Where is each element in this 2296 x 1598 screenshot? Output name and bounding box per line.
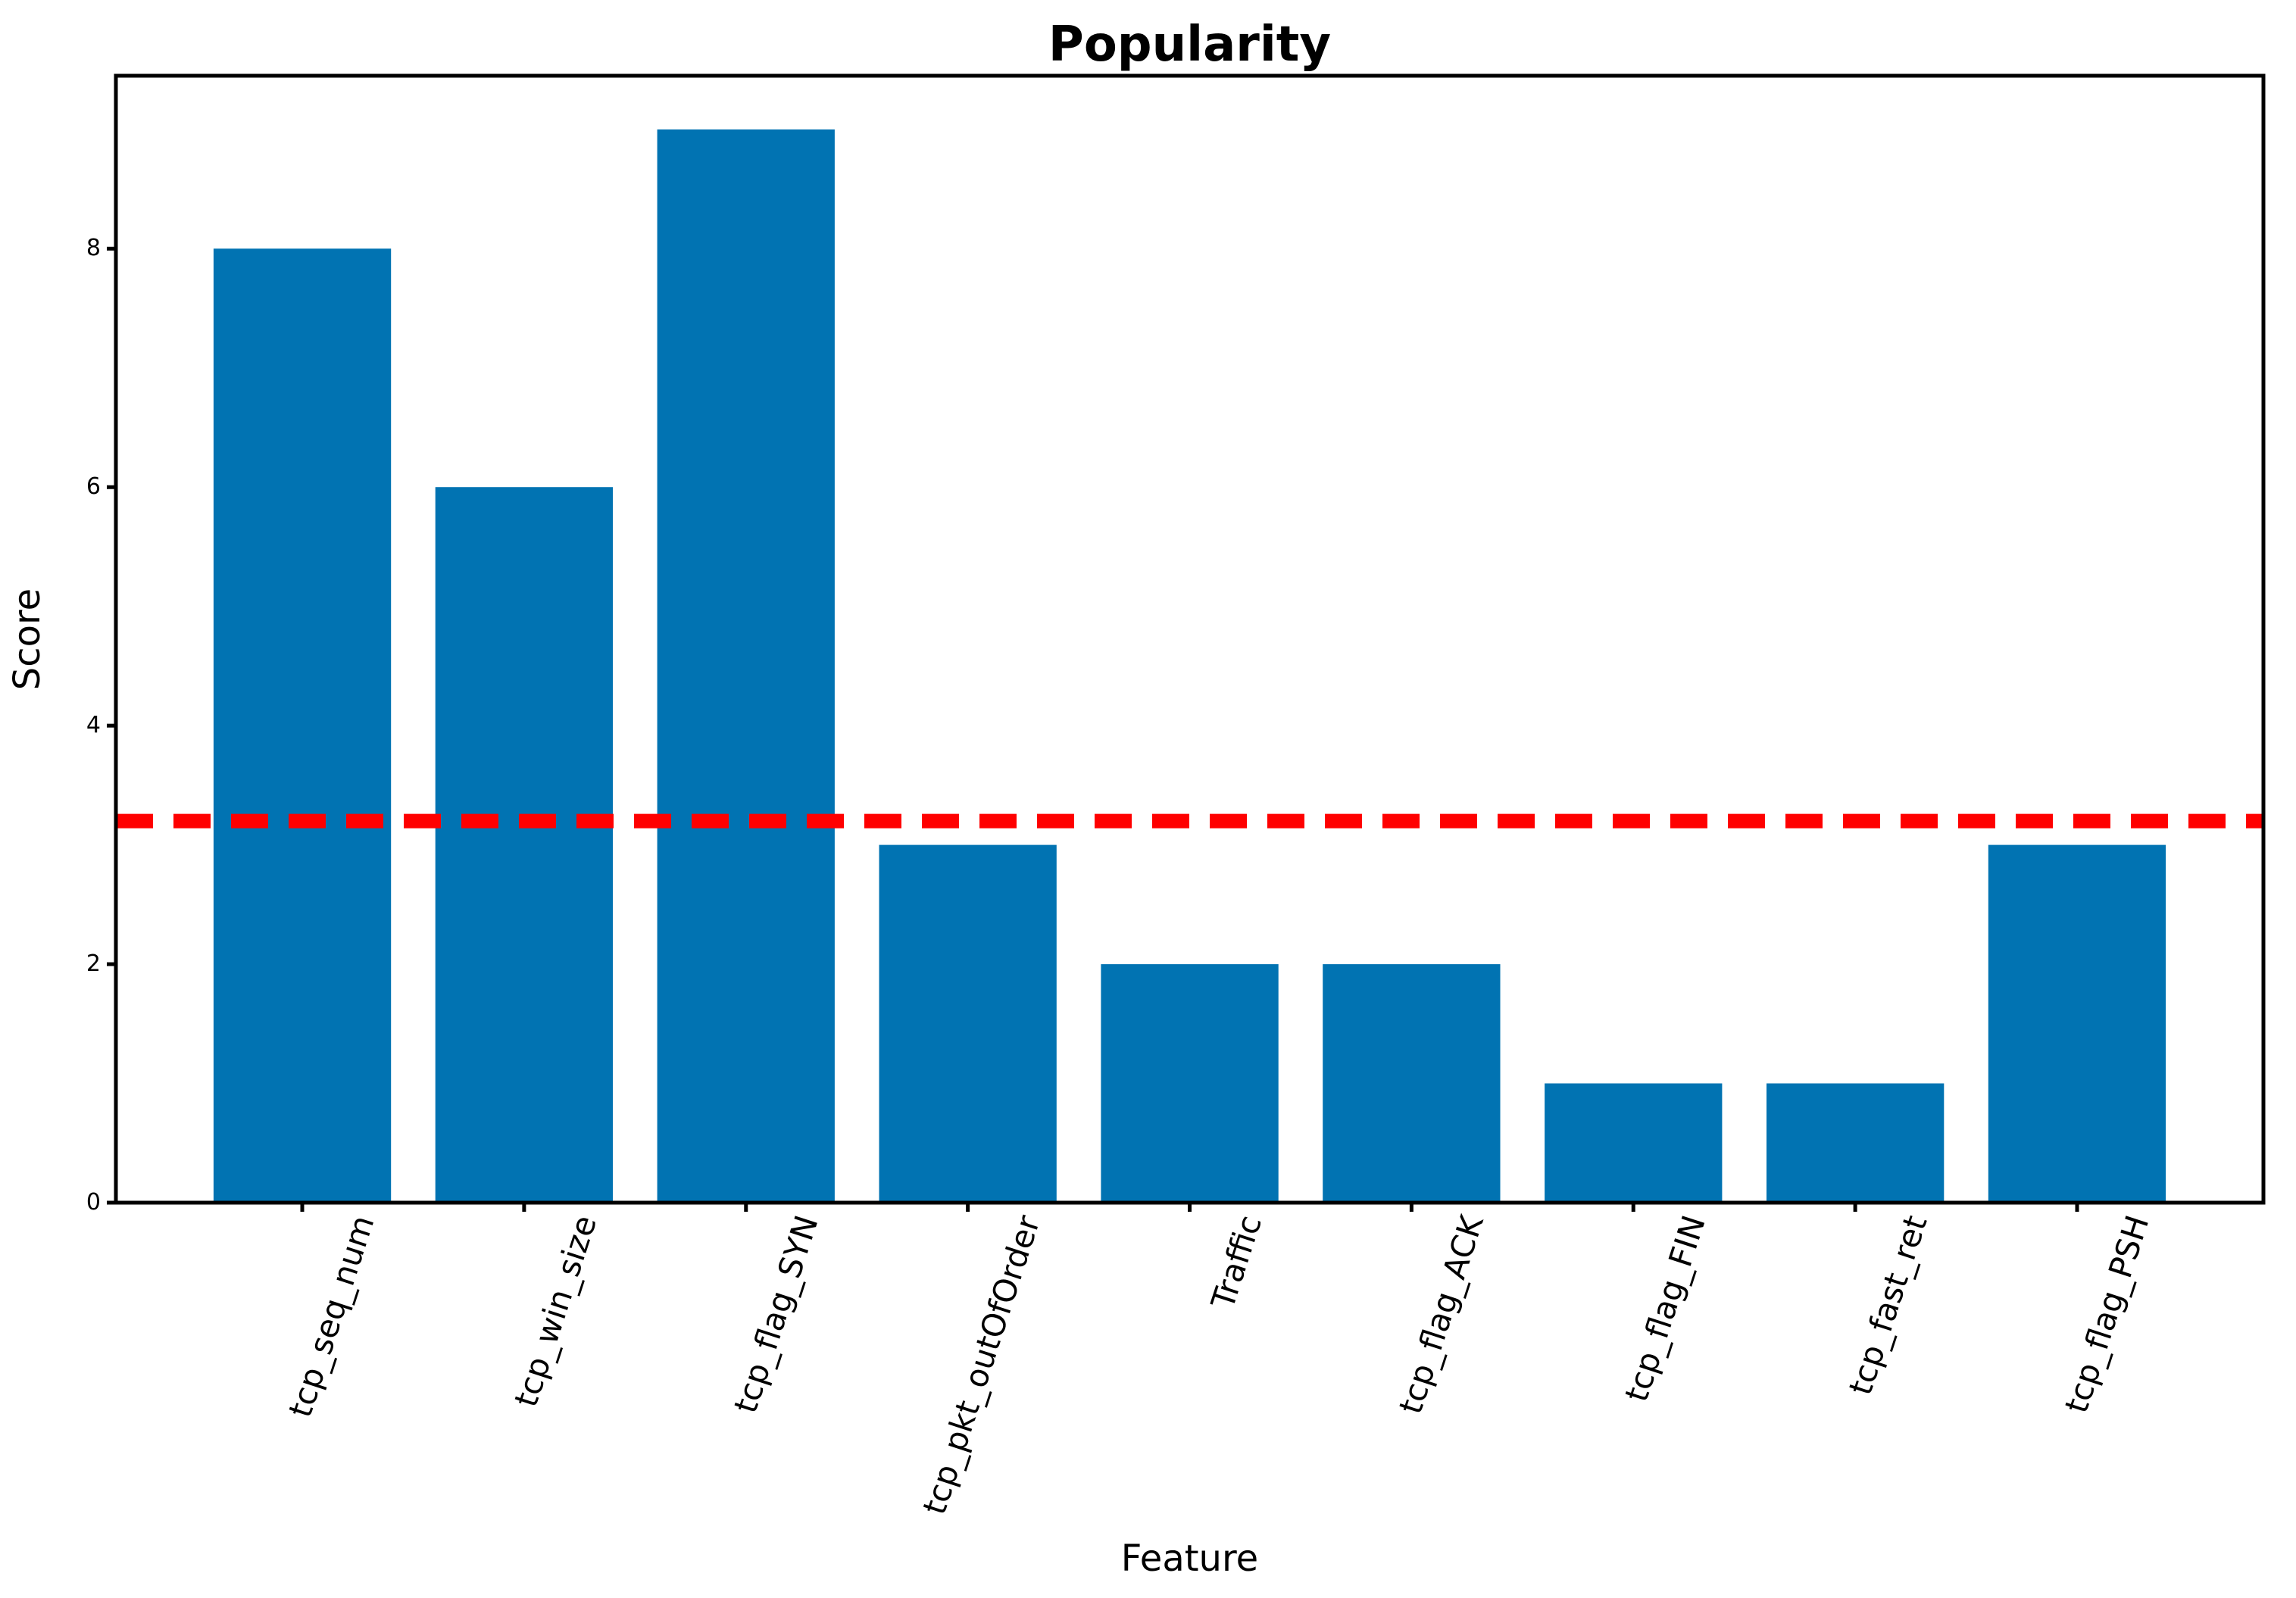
bars-group (213, 129, 2166, 1203)
y-tick-label-6: 6 (86, 473, 101, 500)
bar-Traffic (1101, 964, 1279, 1203)
y-tick-label-4: 4 (86, 712, 101, 738)
y-tick-label-0: 0 (86, 1189, 101, 1216)
bar-tcp_pkt_outOfOrder (879, 844, 1057, 1203)
bar-tcp_seq_num (213, 248, 392, 1203)
y-tick-label-2: 2 (86, 950, 101, 977)
chart-title: Popularity (1048, 17, 1332, 73)
bar-tcp_flag_FIN (1545, 1083, 1723, 1203)
x-axis-label: Feature (1120, 1537, 1259, 1580)
y-axis-label: Score (6, 588, 48, 691)
bar-tcp_win_size (435, 487, 613, 1203)
bar-tcp_fast_ret (1767, 1083, 1945, 1203)
y-tick-label-8: 8 (86, 235, 101, 261)
axis-ticks-group (107, 246, 2079, 1212)
axes-frame (114, 73, 2266, 1205)
bar-tcp_flag_PSH (1988, 844, 2166, 1203)
bar-tcp_flag_ACK (1323, 964, 1501, 1203)
bar-tcp_flag_SYN (657, 129, 835, 1203)
